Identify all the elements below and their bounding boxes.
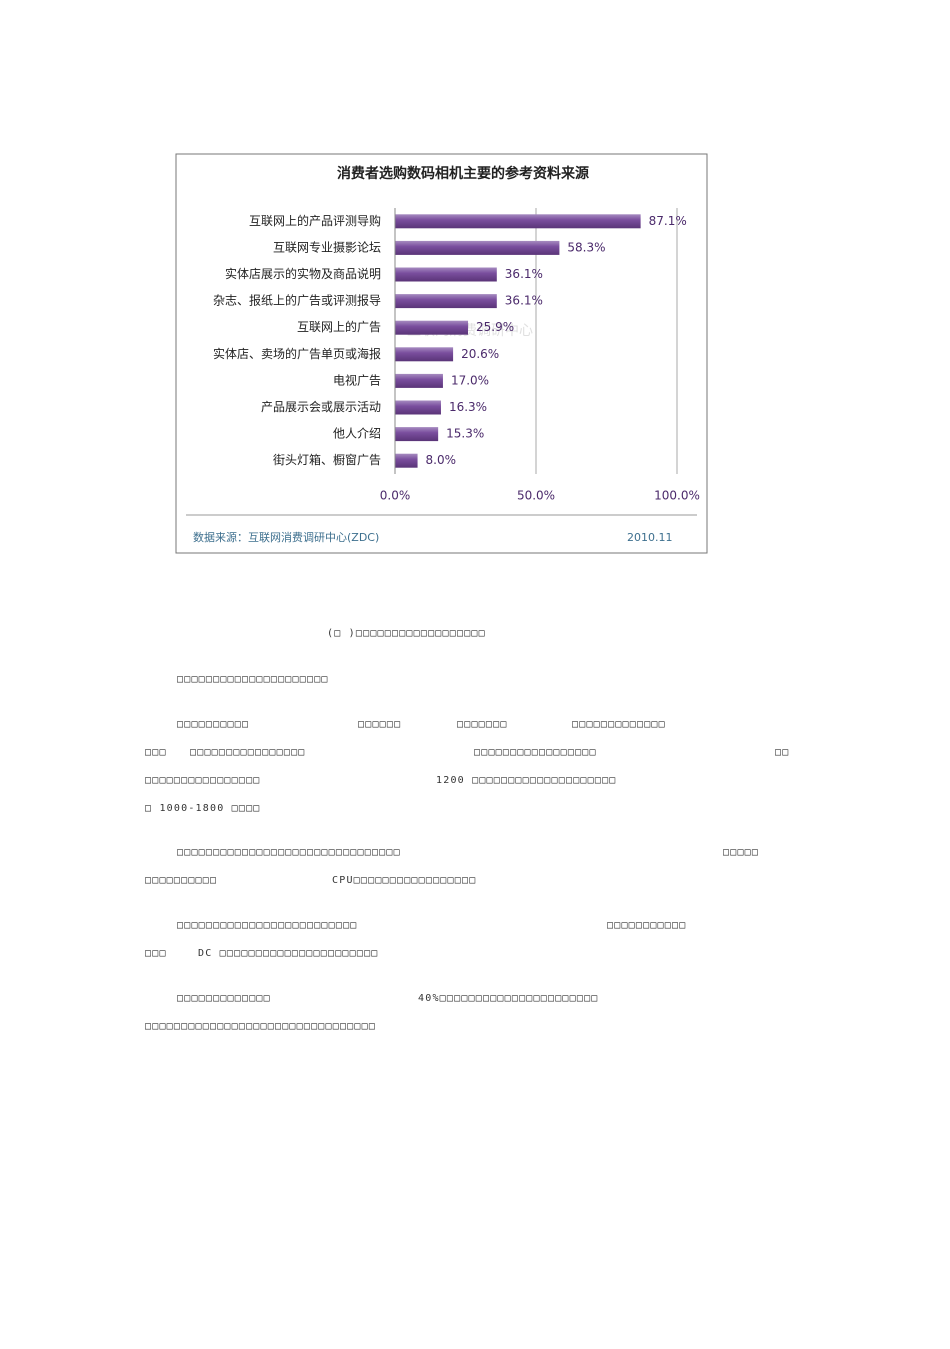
value-label: 36.1% xyxy=(505,267,543,281)
value-label: 15.3% xyxy=(446,427,484,441)
x-tick-label: 0.0% xyxy=(380,489,411,503)
paragraph-text: □□□□□□□□□□□□□□□□ xyxy=(190,747,306,758)
source: 数据来源：互联网消费调研中心(ZDC) xyxy=(193,530,379,544)
category-label: 杂志、报纸上的广告或评测报导 xyxy=(213,293,381,308)
paragraph-text: □□□ xyxy=(145,948,167,959)
paragraph-text: □□□□□□□□□□□□□□□□□□□□□□□□□□□□□□□□ xyxy=(145,1021,376,1032)
category-label: 实体店展示的实物及商品说明 xyxy=(225,266,381,281)
paragraph-text: □□□□□□□□□□□ xyxy=(607,920,686,931)
bar xyxy=(395,453,418,468)
paragraph-text: □□□□□□□□□□□□□□□□□□□□□ xyxy=(177,674,329,685)
paragraph-text: □□ xyxy=(775,747,789,758)
paragraph-text: □ 1000-1800 □□□□ xyxy=(145,803,261,814)
bar xyxy=(395,373,443,388)
caption: (□ )□□□□□□□□□□□□□□□□□□ xyxy=(327,628,486,639)
category-label: 实体店、卖场的广告单页或海报 xyxy=(213,346,381,361)
paragraph-text: 40%□□□□□□□□□□□□□□□□□□□□□□ xyxy=(418,993,599,1004)
bar xyxy=(395,347,454,362)
bar xyxy=(395,214,641,229)
paragraph-text: □□□□□□□□□□ xyxy=(145,875,217,886)
paragraph-text: 1200 □□□□□□□□□□□□□□□□□□□□ xyxy=(436,775,617,786)
paragraph-text: □□□□□□ xyxy=(358,719,401,730)
value-label: 16.3% xyxy=(449,400,487,414)
category-label: 电视广告 xyxy=(333,372,381,387)
chart-title: 消费者选购数码相机主要的参考资料来源 xyxy=(337,165,589,182)
bar xyxy=(395,320,469,335)
paragraph-text: DC □□□□□□□□□□□□□□□□□□□□□□ xyxy=(198,948,379,959)
category-label: 产品展示会或展示活动 xyxy=(261,400,381,414)
value-label: 8.0% xyxy=(426,453,457,467)
paragraph-text: □□□□□ xyxy=(723,847,759,858)
x-tick-label: 50.0% xyxy=(517,489,555,503)
bar xyxy=(395,400,441,415)
value-label: 58.3% xyxy=(567,240,605,254)
paragraph-text: □□□ xyxy=(145,747,167,758)
bar xyxy=(395,240,560,255)
paragraph-text: □□□□□□□□□□□□□ xyxy=(572,719,666,730)
paragraph-text: CPU□□□□□□□□□□□□□□□□□ xyxy=(332,875,476,886)
paragraph-text: □□□□□□□□□□□□□□□□ xyxy=(145,775,261,786)
value-label: 87.1% xyxy=(649,214,687,228)
category-label: 他人介绍 xyxy=(333,427,381,441)
value-label: 36.1% xyxy=(505,294,543,308)
date: 2010.11 xyxy=(627,531,673,544)
bar xyxy=(395,267,497,282)
paragraph-text: □□□□□□□□□□□□□□□□□□□□□□□□□ xyxy=(177,920,358,931)
paragraph-text: □□□□□□□□□□ xyxy=(177,719,249,730)
category-label: 街头灯箱、橱窗广告 xyxy=(273,452,381,467)
bar xyxy=(395,294,497,309)
paragraph-text: □□□□□□□□□□□□□□□□□ xyxy=(474,747,597,758)
value-label: 20.6% xyxy=(461,347,499,361)
paragraph-text: □□□□□□□□□□□□□□□□□□□□□□□□□□□□□□□ xyxy=(177,847,401,858)
bar xyxy=(395,427,439,442)
category-label: 互联网上的产品评测导购 xyxy=(249,213,381,228)
paragraph-text: □□□□□□□ xyxy=(457,719,508,730)
paragraph-text: □□□□□□□□□□□□□ xyxy=(177,993,271,1004)
category-label: 互联网专业摄影论坛 xyxy=(273,239,381,254)
x-tick-label: 100.0% xyxy=(654,489,700,503)
value-label: 25.9% xyxy=(476,320,514,334)
category-label: 互联网上的广告 xyxy=(297,319,381,334)
value-label: 17.0% xyxy=(451,373,489,387)
